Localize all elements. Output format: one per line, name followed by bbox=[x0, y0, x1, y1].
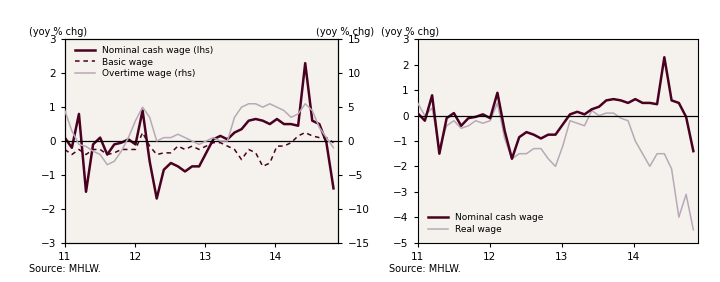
Text: (yoy % chg): (yoy % chg) bbox=[316, 27, 374, 38]
Text: Source: MHLW.: Source: MHLW. bbox=[29, 264, 101, 274]
Text: Nominal vs.  Real wage growth: Nominal vs. Real wage growth bbox=[444, 15, 650, 28]
Legend: Nominal cash wage, Real wage: Nominal cash wage, Real wage bbox=[428, 213, 543, 234]
Text: (yoy % chg): (yoy % chg) bbox=[30, 27, 87, 38]
Text: (yoy % chg): (yoy % chg) bbox=[381, 27, 439, 38]
Text: Source: MHLW.: Source: MHLW. bbox=[389, 264, 461, 274]
Legend: Nominal cash wage (lhs), Basic wage, Overtime wage (rhs): Nominal cash wage (lhs), Basic wage, Ove… bbox=[75, 46, 213, 78]
Text: Basic, overtime wage, and total cash wage: Basic, overtime wage, and total cash wag… bbox=[45, 15, 330, 28]
